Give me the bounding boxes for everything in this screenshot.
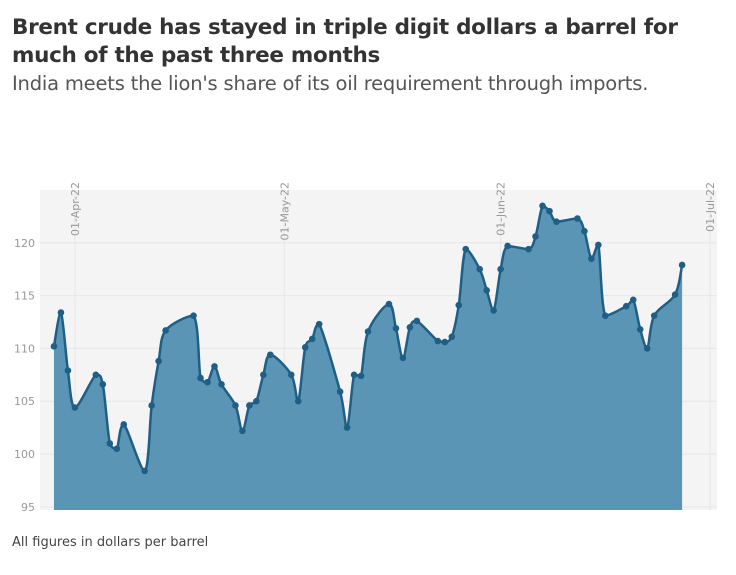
data-point (497, 265, 504, 273)
x-tick-label: 01-Apr-22 (69, 182, 82, 236)
chart-title: Brent crude has stayed in triple digit d… (12, 15, 678, 68)
data-point (364, 328, 372, 335)
data-point (92, 371, 100, 379)
data-point (574, 215, 581, 222)
data-point (99, 381, 107, 388)
data-point (113, 445, 121, 453)
y-tick-label: 105 (14, 395, 35, 408)
data-point (595, 241, 602, 249)
data-point (434, 337, 442, 345)
data-point (622, 302, 630, 310)
data-point (246, 402, 253, 409)
data-point (253, 397, 260, 405)
data-point (581, 227, 588, 235)
data-point (239, 427, 246, 435)
data-point (267, 351, 274, 359)
data-point (671, 291, 679, 298)
x-tick-label: 01-Jul-22 (704, 182, 717, 232)
data-point (392, 325, 400, 332)
data-point (106, 440, 114, 447)
data-point (643, 345, 651, 352)
chart-footnote: All figures in dollars per barrel (12, 535, 209, 550)
data-point (50, 343, 58, 350)
data-point (301, 344, 309, 351)
data-point (650, 312, 658, 319)
data-point (357, 372, 365, 380)
data-point (483, 287, 490, 294)
data-point (190, 312, 197, 319)
data-point (350, 371, 358, 379)
data-point (162, 327, 169, 334)
data-point (539, 202, 546, 210)
data-point (413, 317, 421, 325)
data-point (448, 333, 456, 341)
data-point (455, 301, 463, 309)
x-tick-label: 01-May-22 (278, 182, 291, 240)
data-point (204, 378, 211, 386)
data-point (57, 309, 65, 316)
data-point (64, 367, 72, 374)
data-point (315, 320, 323, 328)
data-point (476, 265, 484, 273)
data-point (218, 381, 225, 388)
data-point (148, 402, 155, 409)
data-point (141, 467, 148, 475)
x-tick-label: 01-Jun-22 (495, 182, 508, 236)
data-point (678, 261, 686, 269)
y-tick-label: 115 (14, 290, 35, 303)
data-point (71, 404, 79, 411)
y-tick-label: 110 (14, 342, 35, 355)
data-point (260, 371, 267, 379)
data-point (232, 402, 239, 409)
y-tick-label: 100 (14, 448, 35, 461)
data-point (546, 207, 553, 215)
data-point (588, 255, 595, 262)
data-point (406, 323, 414, 331)
data-point (504, 242, 511, 250)
y-tick-label: 120 (14, 237, 35, 250)
data-point (462, 245, 470, 253)
data-point (155, 357, 162, 365)
data-point (336, 388, 344, 396)
data-point (343, 424, 351, 431)
data-point (287, 371, 295, 379)
data-point (399, 354, 407, 362)
data-point (385, 300, 393, 308)
data-point (525, 245, 532, 253)
data-point (636, 326, 644, 333)
y-tick-label: 95 (21, 501, 35, 514)
data-point (629, 296, 637, 304)
data-point (602, 312, 609, 319)
data-point (490, 307, 497, 314)
data-point (532, 233, 539, 240)
data-point (441, 338, 449, 346)
data-point (211, 363, 218, 370)
data-point (120, 421, 128, 428)
chart-subtitle: India meets the lion's share of its oil … (12, 72, 649, 95)
data-point (197, 374, 204, 382)
data-point (308, 335, 316, 343)
data-point (553, 218, 560, 225)
price-area (53, 205, 683, 510)
data-point (294, 397, 302, 405)
